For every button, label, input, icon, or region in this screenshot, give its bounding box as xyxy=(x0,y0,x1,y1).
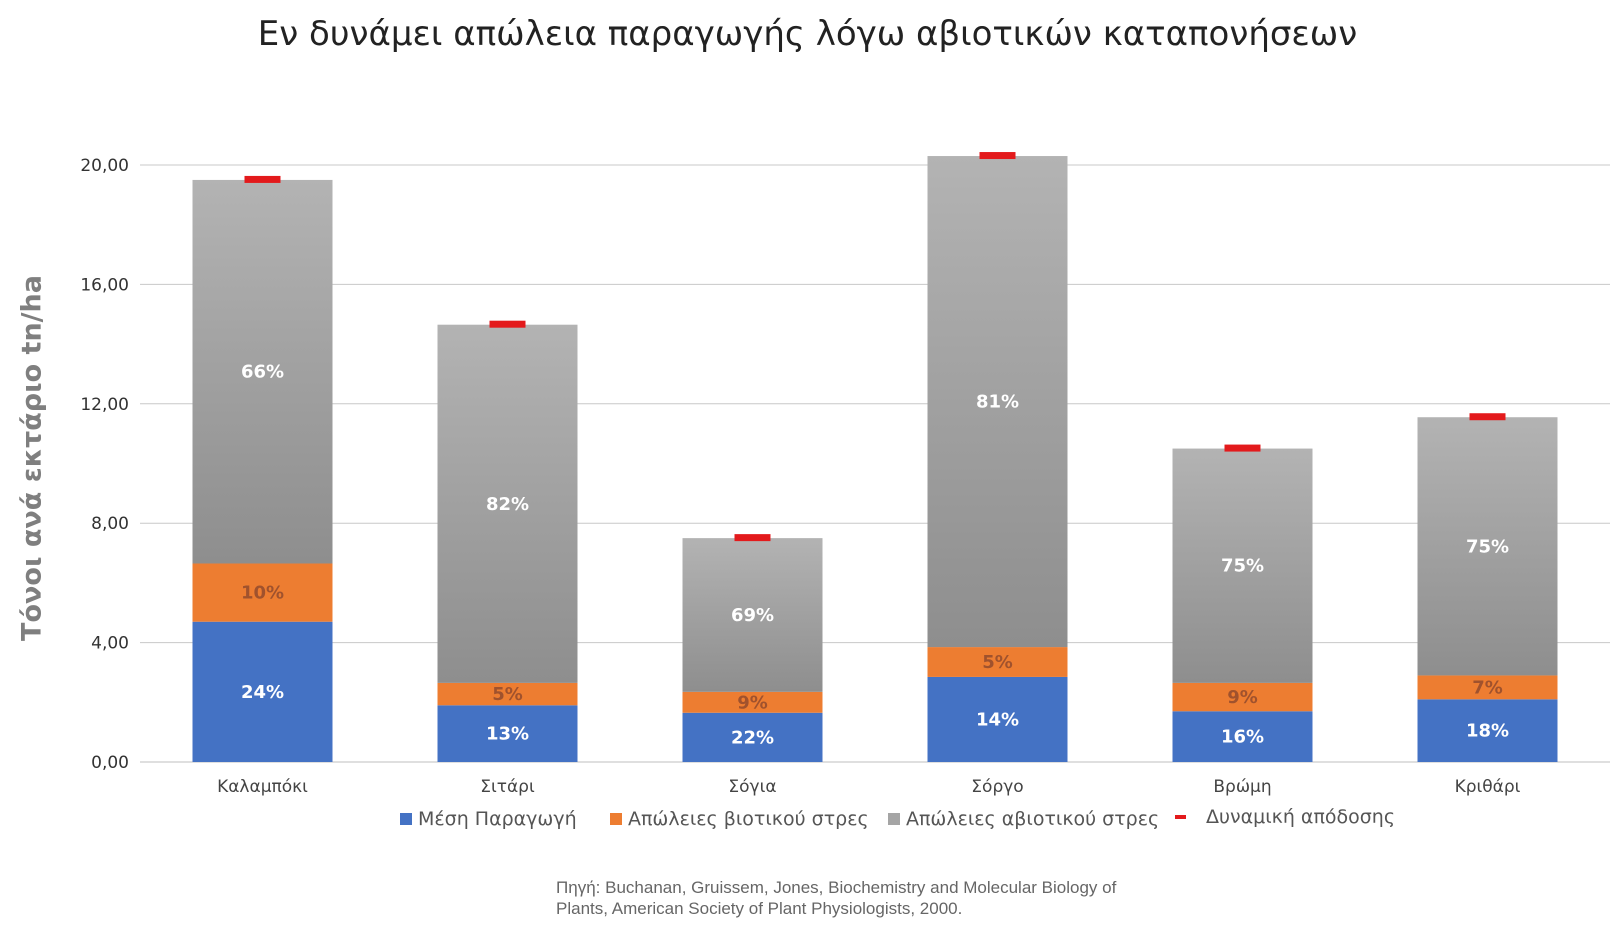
segment-label: 81% xyxy=(976,392,1019,413)
source-line-2: Plants, American Society of Plant Physio… xyxy=(556,899,963,918)
segment-label: 82% xyxy=(486,494,529,515)
bar-segment xyxy=(927,156,1068,648)
x-tick-label: Καλαμπόκι xyxy=(217,777,308,797)
x-tick-label: Σιτάρι xyxy=(480,777,535,797)
segment-label: 7% xyxy=(1472,677,1503,698)
legend-line-marker xyxy=(1175,815,1186,819)
legend-item-abiotic-losses: Απώλειες αβιοτικού στρες xyxy=(888,808,1159,830)
gridlines xyxy=(140,164,1610,763)
source-line-1: Πηγή: Buchanan, Gruissem, Jones, Biochem… xyxy=(556,878,1117,897)
bar-segment xyxy=(192,179,333,564)
y-tick-label: 20,00 xyxy=(80,156,129,176)
x-tick-label: Σόργο xyxy=(971,777,1023,797)
potential-yield-marker xyxy=(244,175,281,183)
legend-label: Απώλειες βιοτικού στρες xyxy=(628,808,869,830)
x-tick-labels: Καλαμπόκι Σιτάρι Σόγια Σόργο Βρώμη Κριθάρι xyxy=(217,777,1521,797)
bar-segment xyxy=(192,621,333,762)
legend-item-mean-production: Μέση Παραγωγή xyxy=(400,808,577,830)
bar-segment xyxy=(437,705,578,762)
bar-segment xyxy=(192,563,333,622)
segment-label: 9% xyxy=(1227,687,1258,708)
legend-swatch xyxy=(888,813,900,825)
chart-title: Εν δυνάμει απώλεια παραγωγής λόγω αβιοτι… xyxy=(257,14,1358,54)
legend-label: Μέση Παραγωγή xyxy=(418,808,577,830)
segment-label: 24% xyxy=(241,682,284,703)
bar-segment xyxy=(437,682,578,706)
bar-segment xyxy=(437,324,578,683)
bar-segment xyxy=(1172,448,1313,683)
legend-label: Δυναμική απόδοσης xyxy=(1206,806,1395,828)
y-tick-label: 8,00 xyxy=(91,514,129,534)
segment-label: 5% xyxy=(492,684,523,705)
y-tick-label: 16,00 xyxy=(80,275,129,295)
potential-yield-marker xyxy=(979,152,1016,160)
bar-segment xyxy=(927,676,1068,762)
legend-swatch xyxy=(400,813,412,825)
bar-segment xyxy=(1417,417,1558,676)
segment-label: 69% xyxy=(731,605,774,626)
y-tick-label: 4,00 xyxy=(91,634,129,654)
y-tick-label: 12,00 xyxy=(80,395,129,415)
segment-label: 13% xyxy=(486,724,529,745)
x-tick-label: Βρώμη xyxy=(1213,777,1271,797)
x-tick-label: Σόγια xyxy=(728,777,776,797)
bar-segment xyxy=(1417,699,1558,762)
potential-yield-marker xyxy=(1469,413,1506,421)
segment-label: 10% xyxy=(241,583,284,604)
segment-label: 14% xyxy=(976,709,1019,730)
bar-segment xyxy=(1172,682,1313,712)
legend-item-biotic-losses: Απώλειες βιοτικού στρες xyxy=(610,808,869,830)
stacked-bar-chart: 0,00 4,00 8,00 12,00 16,00 20,00 24% 10% 66% 13%… xyxy=(80,152,1610,797)
segment-label: 75% xyxy=(1466,536,1509,557)
bar-segment xyxy=(1172,711,1313,762)
potential-yield-marker xyxy=(1224,444,1261,452)
bar-segment xyxy=(682,712,823,762)
segment-label: 16% xyxy=(1221,727,1264,748)
segment-label: 22% xyxy=(731,727,774,748)
segment-label: 5% xyxy=(982,652,1013,673)
y-tick-label: 0,00 xyxy=(91,753,129,773)
bar-stacks xyxy=(192,156,1558,762)
legend: Μέση Παραγωγή Απώλειες βιοτικού στρες Απ… xyxy=(0,806,1615,838)
legend-swatch xyxy=(610,813,622,825)
segment-label: 18% xyxy=(1466,721,1509,742)
bar-segment xyxy=(682,538,823,692)
potential-yield-markers xyxy=(244,152,1506,542)
bar-segment xyxy=(1417,675,1558,700)
segment-label: 75% xyxy=(1221,556,1264,577)
potential-yield-marker xyxy=(489,320,526,328)
segment-label: 66% xyxy=(241,362,284,383)
source-note: Πηγή: Buchanan, Gruissem, Jones, Biochem… xyxy=(556,877,1176,919)
bar-segment xyxy=(682,691,823,713)
bar-segment xyxy=(927,647,1068,677)
segment-label: 9% xyxy=(737,692,768,713)
potential-yield-marker xyxy=(734,534,771,542)
legend-item-potential-yield: Δυναμική απόδοσης xyxy=(1175,806,1395,828)
segment-labels: 24% 10% 66% 13% 5% 82% 22% 9% 69% 14% 5% 81% 16% 9% 75… xyxy=(241,362,1509,749)
y-tick-labels: 0,00 4,00 8,00 12,00 16,00 20,00 xyxy=(80,156,129,773)
x-tick-label: Κριθάρι xyxy=(1455,777,1521,797)
legend-label: Απώλειες αβιοτικού στρες xyxy=(906,808,1160,830)
